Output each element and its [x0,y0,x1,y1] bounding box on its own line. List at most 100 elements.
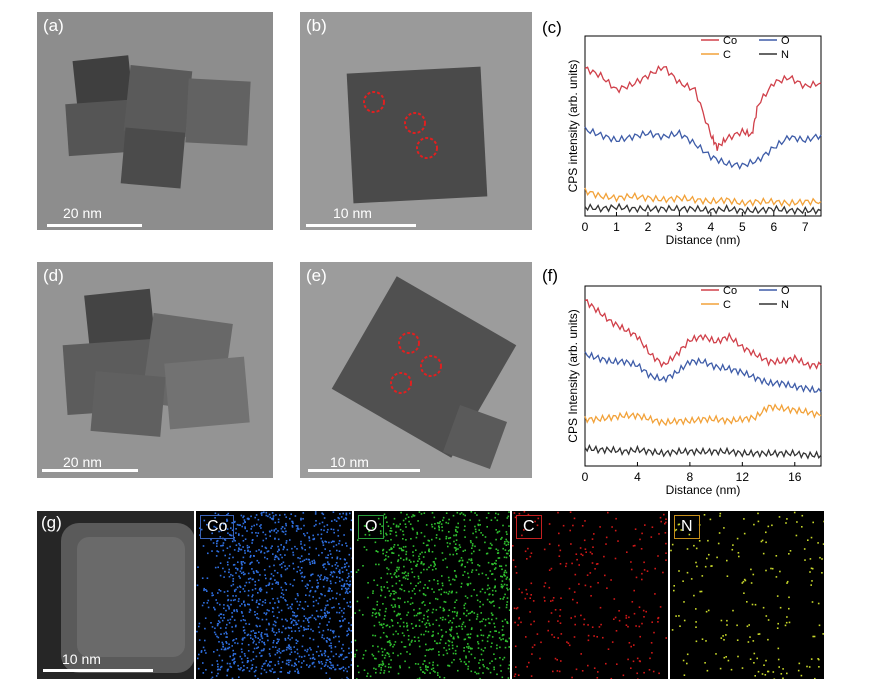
eds-dot [236,610,238,613]
eds-dot [469,519,471,521]
eds-dot [394,572,396,574]
eds-dot [271,545,273,547]
eds-dot [479,621,481,623]
eds-dot [466,609,468,612]
eds-dot [337,516,339,519]
eds-dot [386,521,388,523]
eds-dot [280,563,283,565]
eds-dot [441,526,443,528]
eds-dot [481,572,484,575]
eds-dot [234,540,236,542]
eds-dot [242,522,245,525]
eds-dot [426,610,428,613]
eds-dot [317,582,319,584]
eds-dot [292,619,294,621]
eds-dot [388,549,391,551]
eds-dot [477,641,479,643]
eds-dot [223,591,226,593]
eds-dot [308,621,310,624]
eds-dot [313,617,316,619]
eds-dot [287,659,290,661]
eds-dot [391,585,394,587]
eds-dot [244,521,246,523]
eds-dot [409,653,411,655]
eds-dot [488,622,490,624]
eds-dot [445,649,448,652]
eds-dot [464,602,467,605]
eds-dot [748,624,750,626]
eds-dot [216,624,219,627]
eds-dot [346,676,348,679]
eds-dot [686,548,689,550]
eds-dot [811,601,814,603]
eds-dot [247,644,250,646]
eds-dot [280,544,282,546]
eds-dot [268,653,271,655]
eds-dot [418,558,421,560]
eds-dot [306,648,309,651]
eds-dot [285,516,287,518]
eds-dot [487,668,490,670]
eds-dot [514,516,517,519]
eds-dot [819,556,821,559]
eds-dot [320,574,322,576]
eds-dot [470,541,472,544]
eds-dot [630,667,632,669]
eds-dot [581,554,584,557]
eds-dot [348,553,351,556]
eds-dot [258,603,260,605]
eds-dot [327,561,329,563]
eds-dot [407,516,410,518]
eds-dot [478,565,481,567]
eds-dot [318,660,320,663]
eds-dot [260,524,262,526]
eds-dot [462,513,465,516]
eds-dot [515,572,518,574]
eds-dot [505,571,508,574]
eds-dot [495,563,497,565]
eds-dot [266,550,269,553]
eds-dot [484,591,486,594]
eds-dot [493,605,495,607]
eds-dot [306,618,309,620]
eds-dot [767,525,770,528]
eds-dot [444,557,447,560]
eds-dot [482,603,484,606]
eds-dot [321,512,323,515]
eds-dot [362,657,364,660]
eds-dot [484,541,486,544]
eds-dot [471,571,473,573]
eds-dot [274,624,277,627]
eds-dot [276,550,279,553]
eds-dot [426,568,428,571]
eds-dot [278,656,281,659]
eds-dot [384,654,387,657]
eds-dot [275,632,278,634]
eds-dot [325,661,327,664]
eds-dot [585,551,587,553]
eds-dot [323,652,326,655]
eds-dot [244,526,246,528]
eds-dot [552,670,554,673]
eds-dot [272,553,274,555]
eds-dot [309,589,312,592]
scale-bar [306,224,416,227]
eds-dot [230,603,232,606]
eds-dot [463,647,465,649]
eds-dot [260,635,263,637]
eds-dot [410,641,413,643]
eds-dot [374,613,377,615]
eds-dot [333,630,335,632]
eds-dot [349,580,351,583]
eds-dot [203,589,205,592]
eds-dot [280,596,282,598]
eds-dot [765,615,768,617]
eds-dot [480,532,482,534]
eds-dot [435,609,438,611]
eds-dot [233,609,235,611]
eds-dot [288,634,290,637]
eds-dot [217,672,219,675]
eds-dot [211,671,213,674]
eds-dot [514,621,516,624]
eds-dot [441,636,443,638]
